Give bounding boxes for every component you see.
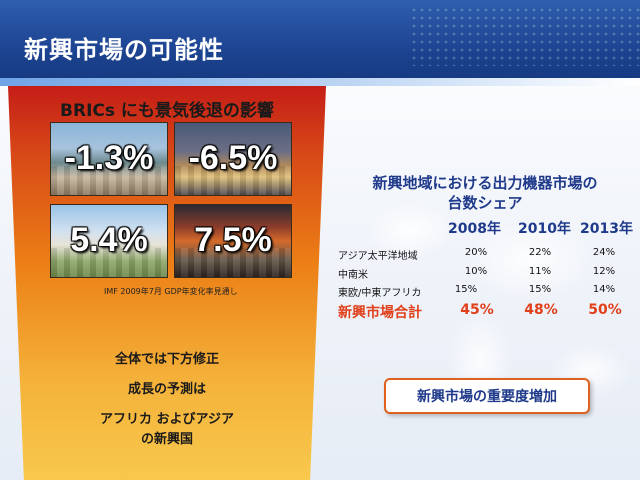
importance-callout: 新興市場の重要度増加 — [384, 378, 590, 414]
moscow-kremlin-photo: -6.5% — [174, 122, 292, 196]
summary-line-3: アフリカ およびアジア — [99, 412, 234, 427]
table-cell: 20% — [464, 247, 488, 258]
rio-de-janeiro-photo: -1.3% — [50, 122, 168, 196]
table-cell: 15% — [528, 284, 552, 295]
table-cell: 14% — [592, 284, 616, 295]
table-cell: 12% — [592, 266, 616, 277]
slide-title: 新興市場の可能性 — [24, 36, 224, 64]
row-label-latin-america: 中南米 — [338, 270, 368, 281]
table-title-line-1: 新興地域における出力機器市場の — [372, 174, 598, 192]
india-palace-photo: 5.4% — [50, 204, 168, 278]
year-header-2008: 2008年 — [448, 221, 501, 237]
row-label-asia-pacific: アジア太平洋地域 — [338, 251, 418, 262]
china-street-photo: 7.5% — [174, 204, 292, 278]
summary-line-4: の新興国 — [140, 432, 193, 447]
slide-header: 新興市場の可能性 — [0, 0, 640, 86]
imf-source-note: IMF 2009年7月 GDP年変化率見通し — [104, 287, 238, 296]
india-gdp-value: 5.4% — [70, 221, 148, 259]
header-stripe — [0, 78, 640, 86]
table-cell: 22% — [528, 247, 552, 258]
row-label-emea: 東欧/中東アフリカ — [338, 288, 422, 299]
header-dot-pattern — [410, 6, 640, 66]
total-cell-2013: 50% — [588, 302, 622, 318]
summary-line-1: 全体では下方修正 — [114, 352, 219, 367]
total-row-label: 新興市場合計 — [338, 305, 422, 321]
table-cell: 10% — [464, 266, 488, 277]
summary-line-2: 成長の予測は — [127, 382, 206, 397]
total-cell-2008: 45% — [460, 302, 494, 318]
bric-panel-heading: BRICs にも景気後退の影響 — [60, 101, 274, 121]
brazil-gdp-value: -1.3% — [64, 139, 154, 177]
russia-gdp-value: -6.5% — [188, 139, 278, 177]
year-header-2010: 2010年 — [518, 221, 571, 237]
table-cell: 11% — [528, 266, 552, 277]
table-title-line-2: 台数シェア — [447, 194, 523, 212]
total-cell-2010: 48% — [524, 302, 558, 318]
china-gdp-value: 7.5% — [194, 221, 272, 259]
table-cell: 15% — [454, 284, 478, 295]
table-cell: 24% — [592, 247, 616, 258]
year-header-2013: 2013年 — [580, 221, 633, 237]
